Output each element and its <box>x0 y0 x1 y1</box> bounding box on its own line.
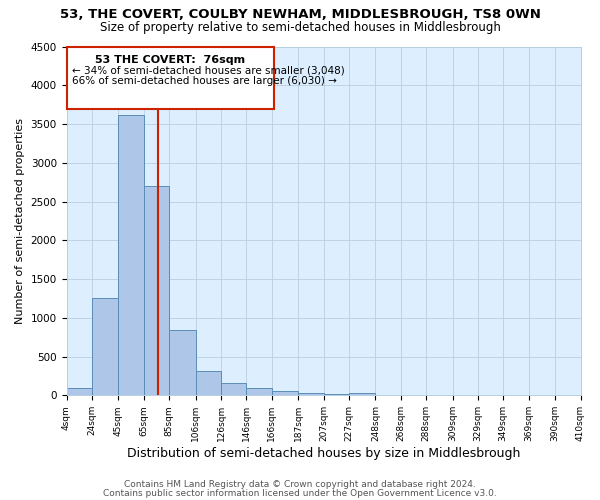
Text: Contains public sector information licensed under the Open Government Licence v3: Contains public sector information licen… <box>103 489 497 498</box>
Bar <box>349 394 376 396</box>
Text: Size of property relative to semi-detached houses in Middlesbrough: Size of property relative to semi-detach… <box>100 21 500 34</box>
Bar <box>67 388 92 396</box>
Bar <box>221 384 246 396</box>
X-axis label: Distribution of semi-detached houses by size in Middlesbrough: Distribution of semi-detached houses by … <box>127 447 520 460</box>
Bar <box>246 388 272 396</box>
Text: 66% of semi-detached houses are larger (6,030) →: 66% of semi-detached houses are larger (… <box>71 76 337 86</box>
Text: 53 THE COVERT:  76sqm: 53 THE COVERT: 76sqm <box>95 55 245 65</box>
FancyBboxPatch shape <box>67 48 274 108</box>
Bar <box>272 391 298 396</box>
Bar <box>118 114 144 396</box>
Bar <box>92 298 118 396</box>
Text: Contains HM Land Registry data © Crown copyright and database right 2024.: Contains HM Land Registry data © Crown c… <box>124 480 476 489</box>
Y-axis label: Number of semi-detached properties: Number of semi-detached properties <box>15 118 25 324</box>
Bar <box>298 392 323 396</box>
Bar <box>144 186 169 396</box>
Text: ← 34% of semi-detached houses are smaller (3,048): ← 34% of semi-detached houses are smalle… <box>71 65 344 75</box>
Bar <box>196 370 221 396</box>
Bar <box>323 394 349 396</box>
Text: 53, THE COVERT, COULBY NEWHAM, MIDDLESBROUGH, TS8 0WN: 53, THE COVERT, COULBY NEWHAM, MIDDLESBR… <box>59 8 541 20</box>
Bar <box>169 330 196 396</box>
